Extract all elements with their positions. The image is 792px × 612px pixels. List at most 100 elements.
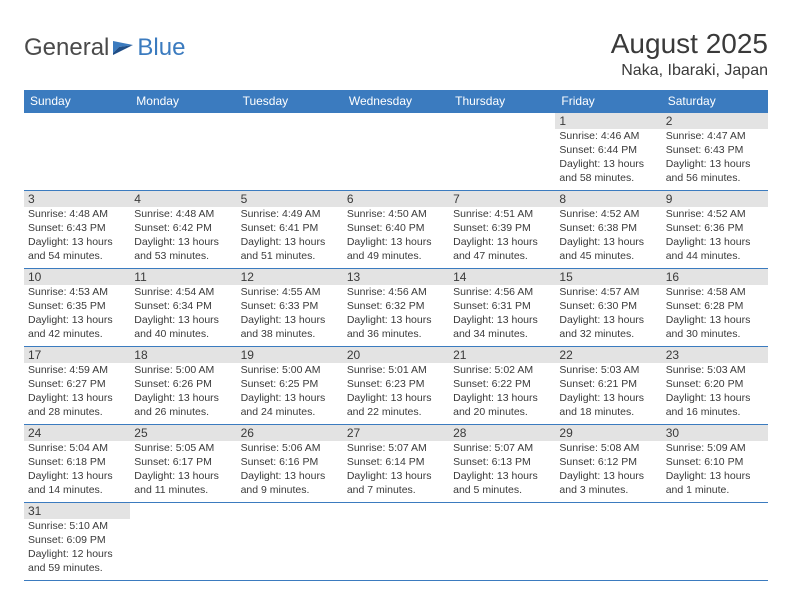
day-number: 4 [130, 191, 236, 207]
empty-cell [24, 113, 130, 191]
calendar-row: 31Sunrise: 5:10 AMSunset: 6:09 PMDayligh… [24, 503, 768, 581]
weekday-header: Friday [555, 90, 661, 113]
day-number: 31 [24, 503, 130, 519]
daylight-text: Daylight: 13 hours [555, 157, 661, 171]
sunrise-text: Sunrise: 4:52 AM [662, 207, 768, 221]
daylight-text: Daylight: 13 hours [130, 391, 236, 405]
sunset-text: Sunset: 6:34 PM [130, 299, 236, 313]
sunset-text: Sunset: 6:23 PM [343, 377, 449, 391]
daylight-text: and 18 minutes. [555, 405, 661, 419]
day-number: 10 [24, 269, 130, 285]
daylight-text: Daylight: 13 hours [130, 235, 236, 249]
sunset-text: Sunset: 6:21 PM [555, 377, 661, 391]
sunset-text: Sunset: 6:36 PM [662, 221, 768, 235]
empty-cell [449, 503, 555, 581]
daylight-text: and 7 minutes. [343, 483, 449, 497]
sunset-text: Sunset: 6:39 PM [449, 221, 555, 235]
day-cell: 10Sunrise: 4:53 AMSunset: 6:35 PMDayligh… [24, 269, 130, 347]
sunset-text: Sunset: 6:43 PM [24, 221, 130, 235]
daylight-text: Daylight: 13 hours [555, 235, 661, 249]
sunset-text: Sunset: 6:38 PM [555, 221, 661, 235]
empty-cell [130, 503, 236, 581]
weekday-header-row: Sunday Monday Tuesday Wednesday Thursday… [24, 90, 768, 113]
day-cell: 23Sunrise: 5:03 AMSunset: 6:20 PMDayligh… [662, 347, 768, 425]
sunset-text: Sunset: 6:30 PM [555, 299, 661, 313]
daylight-text: and 14 minutes. [24, 483, 130, 497]
daylight-text: and 11 minutes. [130, 483, 236, 497]
daylight-text: and 22 minutes. [343, 405, 449, 419]
daylight-text: and 40 minutes. [130, 327, 236, 341]
calendar-row: 24Sunrise: 5:04 AMSunset: 6:18 PMDayligh… [24, 425, 768, 503]
day-number: 26 [237, 425, 343, 441]
daylight-text: Daylight: 13 hours [343, 235, 449, 249]
day-cell: 15Sunrise: 4:57 AMSunset: 6:30 PMDayligh… [555, 269, 661, 347]
day-cell: 25Sunrise: 5:05 AMSunset: 6:17 PMDayligh… [130, 425, 236, 503]
day-number: 19 [237, 347, 343, 363]
daylight-text: Daylight: 13 hours [24, 313, 130, 327]
daylight-text: and 5 minutes. [449, 483, 555, 497]
sunset-text: Sunset: 6:26 PM [130, 377, 236, 391]
sunset-text: Sunset: 6:09 PM [24, 533, 130, 547]
sunset-text: Sunset: 6:20 PM [662, 377, 768, 391]
daylight-text: and 36 minutes. [343, 327, 449, 341]
daylight-text: Daylight: 12 hours [24, 547, 130, 561]
daylight-text: and 42 minutes. [24, 327, 130, 341]
calendar-row: 10Sunrise: 4:53 AMSunset: 6:35 PMDayligh… [24, 269, 768, 347]
day-number: 15 [555, 269, 661, 285]
daylight-text: and 32 minutes. [555, 327, 661, 341]
day-number: 30 [662, 425, 768, 441]
empty-cell [237, 503, 343, 581]
day-number: 11 [130, 269, 236, 285]
daylight-text: and 59 minutes. [24, 561, 130, 575]
empty-cell [343, 503, 449, 581]
daylight-text: and 56 minutes. [662, 171, 768, 185]
day-cell: 26Sunrise: 5:06 AMSunset: 6:16 PMDayligh… [237, 425, 343, 503]
daylight-text: Daylight: 13 hours [237, 235, 343, 249]
logo-text-blue: Blue [137, 34, 185, 62]
day-cell: 11Sunrise: 4:54 AMSunset: 6:34 PMDayligh… [130, 269, 236, 347]
weekday-header: Wednesday [343, 90, 449, 113]
sunset-text: Sunset: 6:27 PM [24, 377, 130, 391]
day-cell: 6Sunrise: 4:50 AMSunset: 6:40 PMDaylight… [343, 191, 449, 269]
sunrise-text: Sunrise: 4:51 AM [449, 207, 555, 221]
day-number: 14 [449, 269, 555, 285]
daylight-text: Daylight: 13 hours [24, 391, 130, 405]
day-cell: 28Sunrise: 5:07 AMSunset: 6:13 PMDayligh… [449, 425, 555, 503]
day-number: 5 [237, 191, 343, 207]
sunset-text: Sunset: 6:25 PM [237, 377, 343, 391]
daylight-text: and 24 minutes. [237, 405, 343, 419]
sunrise-text: Sunrise: 4:59 AM [24, 363, 130, 377]
sunset-text: Sunset: 6:14 PM [343, 455, 449, 469]
sunrise-text: Sunrise: 5:02 AM [449, 363, 555, 377]
sunrise-text: Sunrise: 5:05 AM [130, 441, 236, 455]
daylight-text: and 28 minutes. [24, 405, 130, 419]
daylight-text: and 34 minutes. [449, 327, 555, 341]
day-cell: 27Sunrise: 5:07 AMSunset: 6:14 PMDayligh… [343, 425, 449, 503]
weekday-header: Sunday [24, 90, 130, 113]
sunrise-text: Sunrise: 4:54 AM [130, 285, 236, 299]
calendar-row: 1Sunrise: 4:46 AMSunset: 6:44 PMDaylight… [24, 113, 768, 191]
daylight-text: and 9 minutes. [237, 483, 343, 497]
daylight-text: Daylight: 13 hours [662, 313, 768, 327]
daylight-text: and 1 minute. [662, 483, 768, 497]
daylight-text: Daylight: 13 hours [130, 469, 236, 483]
sunset-text: Sunset: 6:32 PM [343, 299, 449, 313]
day-cell: 22Sunrise: 5:03 AMSunset: 6:21 PMDayligh… [555, 347, 661, 425]
sunset-text: Sunset: 6:35 PM [24, 299, 130, 313]
day-cell: 12Sunrise: 4:55 AMSunset: 6:33 PMDayligh… [237, 269, 343, 347]
day-number: 12 [237, 269, 343, 285]
daylight-text: Daylight: 13 hours [449, 313, 555, 327]
header: General Blue August 2025 Naka, Ibaraki, … [24, 28, 768, 80]
day-number: 8 [555, 191, 661, 207]
sunset-text: Sunset: 6:17 PM [130, 455, 236, 469]
sunrise-text: Sunrise: 5:10 AM [24, 519, 130, 533]
empty-cell [662, 503, 768, 581]
day-number: 29 [555, 425, 661, 441]
day-number: 18 [130, 347, 236, 363]
day-number: 20 [343, 347, 449, 363]
sunset-text: Sunset: 6:12 PM [555, 455, 661, 469]
sunset-text: Sunset: 6:41 PM [237, 221, 343, 235]
sunrise-text: Sunrise: 4:52 AM [555, 207, 661, 221]
daylight-text: Daylight: 13 hours [449, 391, 555, 405]
logo: General Blue [24, 34, 185, 62]
